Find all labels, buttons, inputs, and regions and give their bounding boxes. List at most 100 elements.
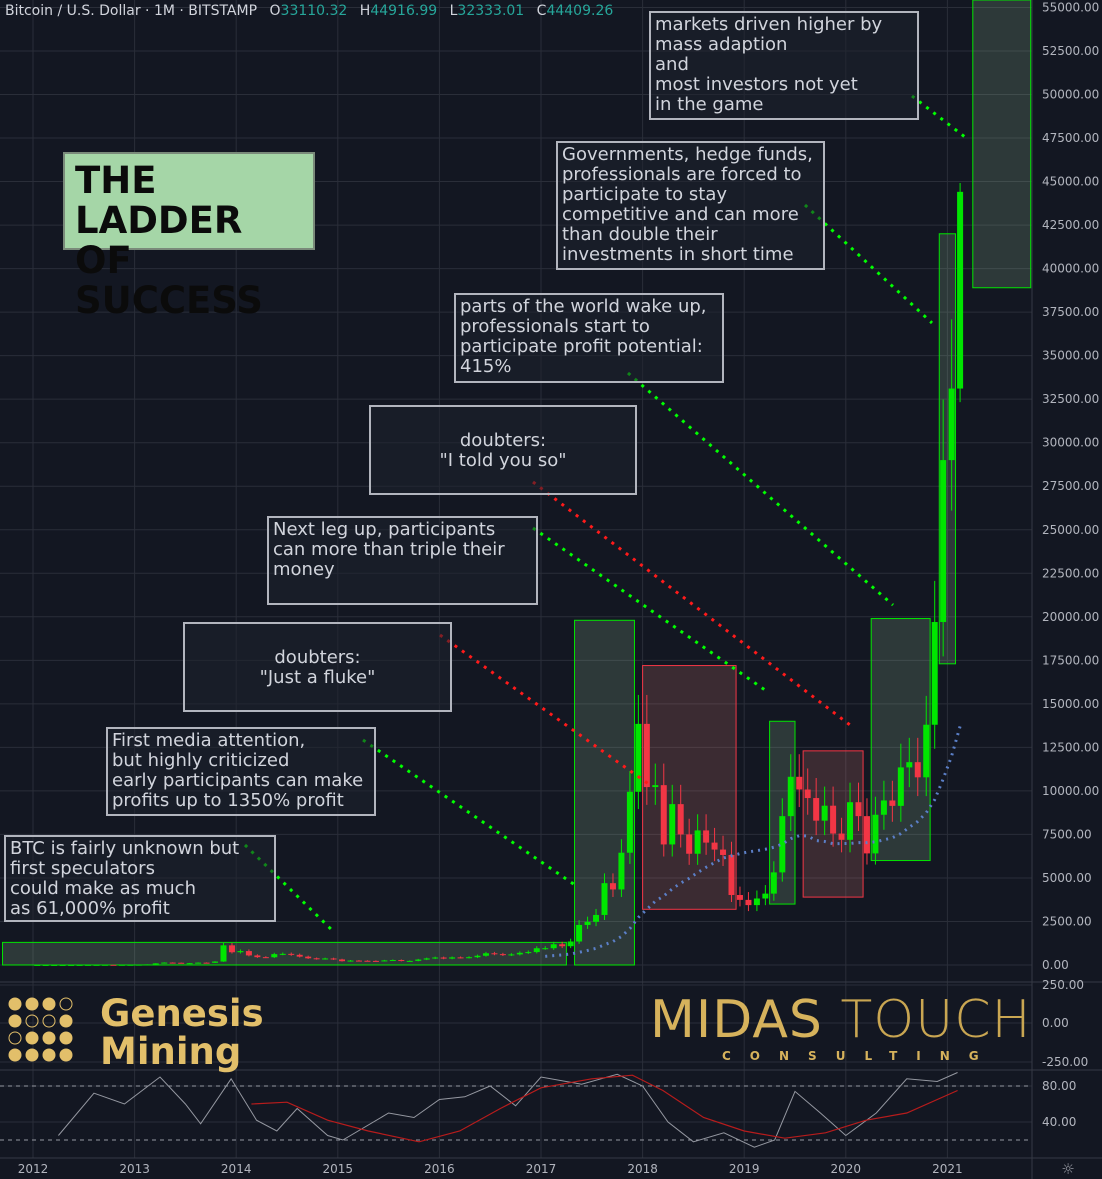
x-tick-label: 2016	[424, 1162, 455, 1176]
candle-up	[753, 898, 760, 906]
candle-up	[694, 830, 701, 854]
candle-down	[169, 962, 176, 964]
candle-down	[660, 785, 667, 845]
moving-average-line	[545, 725, 962, 958]
candle-up	[237, 951, 244, 953]
candle-up	[482, 953, 489, 956]
osc-main-line	[58, 1072, 958, 1148]
candle-down	[830, 805, 837, 834]
high-value: 44916.99	[370, 3, 438, 19]
candle-up	[135, 964, 142, 966]
candle-down	[355, 960, 362, 962]
candle-down	[372, 960, 379, 962]
candle-down	[262, 957, 269, 959]
candle-down	[720, 849, 727, 855]
candle-up	[516, 952, 523, 955]
candle-up	[931, 622, 938, 725]
y-tick-label: 22500.00	[1042, 566, 1099, 580]
candle-up	[347, 960, 354, 962]
candle-down	[313, 958, 320, 960]
candle-down	[813, 798, 820, 821]
red-dotted-arrow	[532, 480, 851, 727]
candle-up	[195, 962, 202, 964]
candle-down	[305, 956, 312, 959]
candle-up	[152, 963, 159, 965]
green-dotted-arrow	[803, 203, 934, 325]
candle-up	[449, 957, 456, 959]
candle-up	[415, 959, 422, 961]
midas-text: MIDAS	[650, 990, 841, 1050]
candle-up	[872, 814, 879, 854]
osc-tick-label: 80.00	[1042, 1079, 1076, 1093]
candle-up	[906, 762, 913, 768]
candle-up	[762, 893, 769, 899]
y-tick-label: 30000.00	[1042, 436, 1099, 450]
candle-up	[51, 964, 58, 966]
osc-signal-line	[251, 1074, 958, 1143]
candle-up	[957, 191, 964, 389]
low-label: L	[449, 3, 458, 19]
candle-up	[584, 921, 591, 925]
interval[interactable]: 1M	[153, 3, 175, 19]
candle-down	[863, 816, 870, 854]
symbol-name: Bitcoin / U.S. Dollar	[5, 3, 141, 19]
candle-up	[576, 924, 583, 942]
candle-up	[42, 964, 49, 966]
candle-up	[542, 948, 549, 950]
candle-down	[736, 895, 743, 900]
candle-up	[652, 785, 659, 788]
candle-up	[601, 883, 608, 915]
candle-up	[474, 955, 481, 958]
candle-down	[203, 962, 210, 964]
candle-down	[677, 804, 684, 835]
candle-down	[245, 951, 252, 956]
candle-down	[796, 776, 803, 790]
candle-up	[127, 964, 134, 966]
midas-touch-logo: MIDAS TOUCH	[650, 990, 1032, 1050]
chart-title-box: THE LADDER OF SUCCESS	[63, 152, 315, 321]
candles	[34, 182, 964, 966]
x-tick-label: 2021	[932, 1162, 963, 1176]
open-value: 33110.32	[280, 3, 348, 19]
genesis-mining-logo: Genesis Mining	[100, 992, 264, 1073]
candle-up	[186, 963, 193, 965]
touch-text: TOUCH	[840, 990, 1032, 1050]
y-tick-label: 20000.00	[1042, 610, 1099, 624]
y-tick-label: 32500.00	[1042, 392, 1099, 406]
candle-down	[288, 953, 295, 955]
candle-up	[161, 962, 168, 964]
open-label: O	[269, 3, 281, 19]
candle-down	[559, 944, 566, 947]
oscillator-pane	[0, 1072, 1032, 1148]
y-tick-label: 12500.00	[1042, 740, 1099, 754]
candle-up	[406, 960, 413, 962]
macd-tick-label: 250.00	[1042, 978, 1084, 992]
candle-down	[398, 960, 405, 962]
y-tick-label: 17500.00	[1042, 653, 1099, 667]
annotation-box: markets driven higher by mass adaption a…	[649, 11, 919, 120]
candle-up	[923, 724, 930, 778]
candle-up	[669, 804, 676, 845]
green-zone	[870, 618, 931, 862]
candle-up	[525, 952, 532, 954]
candle-down	[440, 957, 447, 959]
candle-up	[779, 816, 786, 873]
candle-up	[68, 964, 75, 966]
red-zone	[642, 665, 737, 910]
y-tick-label: 55000.00	[1042, 0, 1099, 14]
settings-gear-icon[interactable]: ☼	[1061, 1160, 1074, 1178]
x-tick-label: 2020	[831, 1162, 862, 1176]
y-tick-label: 47500.00	[1042, 131, 1099, 145]
genesis-logo-icon	[8, 997, 73, 1062]
candle-up	[34, 964, 41, 966]
exchange: BITSTAMP	[188, 3, 258, 19]
y-tick-label: 25000.00	[1042, 523, 1099, 537]
candle-down	[499, 954, 506, 956]
x-tick-label: 2013	[119, 1162, 150, 1176]
candle-up	[423, 958, 430, 960]
candle-up	[948, 388, 955, 461]
symbol-header: Bitcoin / U.S. Dollar · 1M · BITSTAMP O3…	[5, 3, 614, 19]
candle-up	[593, 914, 600, 922]
y-tick-label: 40000.00	[1042, 262, 1099, 276]
